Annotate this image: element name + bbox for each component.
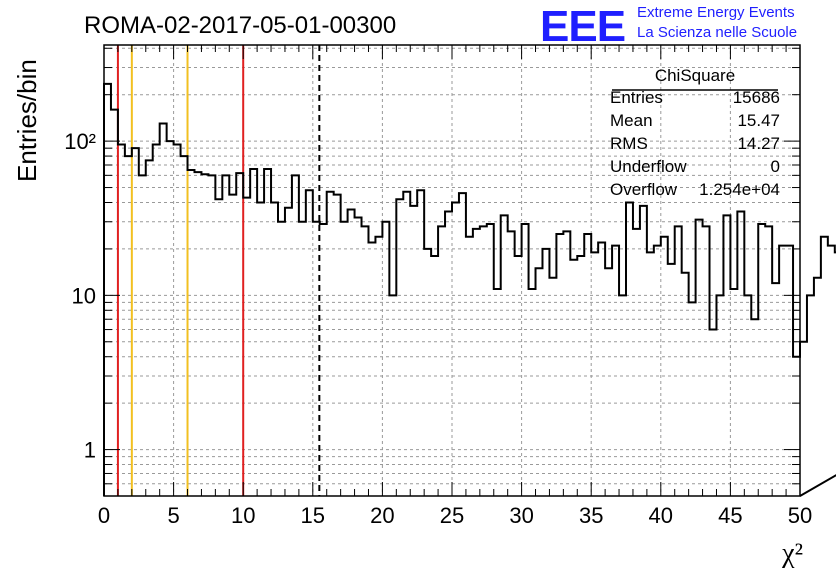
x-tick-label: 10	[231, 503, 255, 528]
x-tick-label: 30	[509, 503, 533, 528]
stats-row: RMS 14.27	[610, 132, 780, 155]
stats-label: Underflow	[610, 157, 687, 176]
x-axis-label: χ²	[781, 538, 803, 569]
x-tick-label: 50	[788, 503, 812, 528]
x-tick-label: 45	[718, 503, 742, 528]
stats-label: Overflow	[610, 180, 678, 199]
stats-value: 0	[770, 157, 780, 176]
stats-label: RMS	[610, 134, 648, 153]
y-axis-label: Entries/bin	[12, 59, 42, 182]
stats-row: Overflow 1.254e+04	[610, 178, 780, 201]
stats-label: Mean	[610, 111, 653, 130]
stats-row: Mean 15.47	[610, 109, 780, 132]
x-tick-label: 25	[440, 503, 464, 528]
y-tick-label: 10²	[64, 129, 96, 154]
x-tick-label: 5	[167, 503, 179, 528]
x-tick-label: 20	[370, 503, 394, 528]
x-tick-label: 0	[98, 503, 110, 528]
logo-line-2: La Scienza nelle Scuole	[637, 24, 798, 41]
x-tick-label: 35	[579, 503, 603, 528]
histogram-series	[103, 82, 836, 497]
stats-label: Entries	[610, 88, 663, 107]
stats-name: ChiSquare	[654, 66, 736, 85]
stats-row: Entries 15686	[610, 86, 780, 109]
stats-value: 14.27	[737, 134, 780, 153]
eee-logo: EEE	[540, 2, 626, 51]
chart-title: ROMA-02-2017-05-01-00300	[84, 12, 397, 39]
stats-value: 15.47	[737, 111, 780, 130]
y-tick-label: 10	[72, 283, 96, 308]
x-tick-label: 15	[301, 503, 325, 528]
stats-row: Underflow 0	[610, 155, 780, 178]
x-tick-label: 40	[649, 503, 673, 528]
stats-value: 1.254e+04	[699, 180, 780, 199]
stats-box: ChiSquare Entries 15686 Mean 15.47 RMS 1…	[610, 66, 780, 201]
logo-line-1: Extreme Energy Events	[637, 4, 795, 21]
y-tick-label: 1	[84, 438, 96, 463]
stats-value: 15686	[732, 88, 780, 107]
